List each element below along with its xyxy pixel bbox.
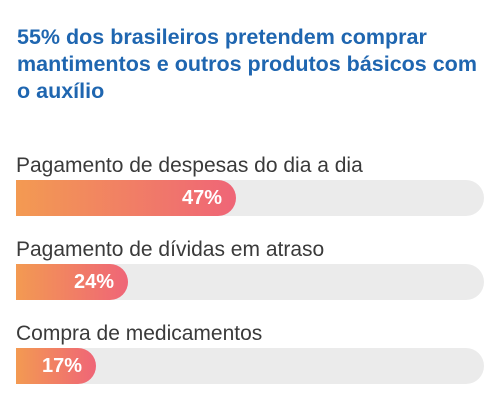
category-label: Compra de medicamentos bbox=[16, 322, 263, 345]
bar: 17% bbox=[16, 348, 96, 384]
category-label: Pagamento de dívidas em atraso bbox=[16, 238, 325, 261]
bar-track: 24% bbox=[16, 264, 484, 300]
bar-track: 17% bbox=[16, 348, 484, 384]
bar-row: Compra de medicamentos 17% bbox=[16, 318, 484, 402]
bar-row: Pagamento de dívidas em atraso 24% bbox=[16, 234, 484, 318]
bar-track: 47% bbox=[16, 180, 484, 216]
chart-title: 55% dos brasileiros pretendem comprar ma… bbox=[17, 25, 477, 103]
bar: 47% bbox=[16, 180, 236, 216]
value-label: 17% bbox=[41, 355, 82, 377]
value-label: 24% bbox=[73, 271, 114, 293]
bar-row: Pagamento de despesas do dia a dia 47% bbox=[16, 150, 484, 234]
value-label: 47% bbox=[181, 187, 222, 209]
bar: 24% bbox=[16, 264, 128, 300]
bar-chart: Pagamento de despesas do dia a dia 47% P… bbox=[16, 150, 484, 402]
category-label: Pagamento de despesas do dia a dia bbox=[16, 154, 363, 177]
